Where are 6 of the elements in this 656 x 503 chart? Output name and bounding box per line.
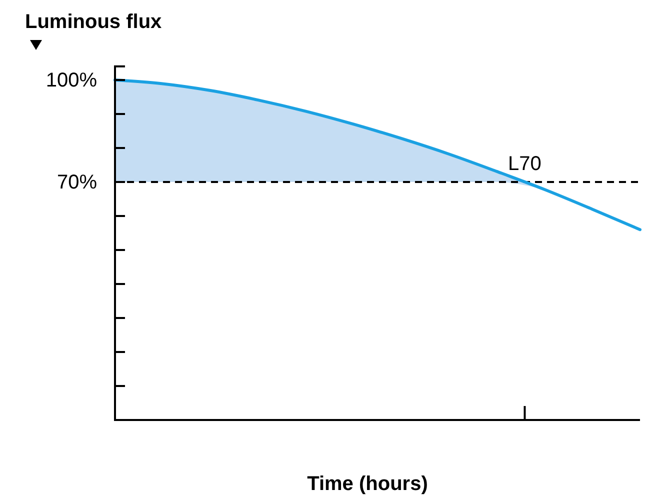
y-tick-label: 70% bbox=[56, 171, 98, 194]
line-series bbox=[114, 78, 642, 232]
y-axis-title: Luminous flux bbox=[25, 11, 162, 33]
x-axis-title: Time (hours) bbox=[307, 473, 428, 495]
ref-line-label: L70 bbox=[508, 153, 542, 175]
y-tick-label: 100% bbox=[46, 69, 98, 92]
